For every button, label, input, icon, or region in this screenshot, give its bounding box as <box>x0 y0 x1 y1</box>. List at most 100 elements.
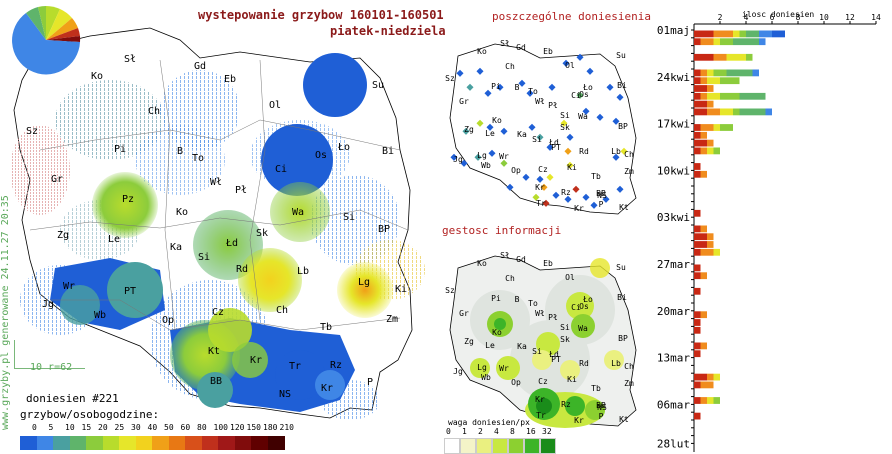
chart-bar-segment <box>765 108 772 116</box>
main-map-region-label: Jg <box>41 299 55 310</box>
report-marker <box>596 113 604 121</box>
legend-value: 80 <box>197 423 207 432</box>
region-label: Wb <box>481 373 491 382</box>
legend-value: 100 <box>213 423 228 432</box>
density-map-title: gestosc informacji <box>442 224 562 237</box>
main-map-region-label: Os <box>314 150 328 161</box>
region-label: Ko <box>477 259 487 268</box>
region-label: Bi <box>617 81 627 90</box>
region-label: Ki <box>567 163 577 172</box>
region-label: PT <box>551 355 561 364</box>
chart-bar-segment <box>759 30 772 38</box>
chart-bar-segment <box>707 100 714 108</box>
chart-bar-segment <box>694 397 701 404</box>
chart-bar-segment <box>713 397 720 404</box>
legend-swatch <box>102 436 120 450</box>
chart-y-label: 17kwi <box>657 118 690 131</box>
legend-swatch <box>251 436 268 450</box>
region-label: Lb <box>611 147 621 156</box>
chart-bar-segment <box>694 163 701 170</box>
chart-bar-segment <box>707 397 714 404</box>
chart-bar-segment <box>707 85 714 92</box>
report-marker <box>546 143 554 151</box>
chart-bar-segment <box>772 30 785 38</box>
region-label: Sł <box>500 251 510 260</box>
region-label: Ło <box>583 83 593 92</box>
main-map-region-label: Tb <box>319 322 333 333</box>
region-label: Kr <box>535 183 545 192</box>
main-map-region-label: Su <box>371 80 385 91</box>
region-label: Wb <box>481 161 491 170</box>
legend-swatch <box>53 436 70 450</box>
legend-value: 120 <box>230 423 245 432</box>
chart-bar-segment <box>700 397 707 404</box>
region-label: P <box>598 200 604 209</box>
report-marker <box>462 127 470 135</box>
region-label: Wr <box>499 364 509 373</box>
chart-bar-segment <box>700 170 707 178</box>
main-map-region-label: Pi <box>113 144 127 155</box>
chart-bar-segment <box>700 69 707 77</box>
chart-bar-segment <box>700 124 714 131</box>
chart-y-label: 24kwi <box>657 71 690 84</box>
map-subtitle: piatek-niedziela <box>330 24 446 38</box>
main-map-region-label: Wr <box>62 281 76 292</box>
chart-bar-segment <box>707 233 714 241</box>
report-marker <box>576 53 584 61</box>
region-label: Wł <box>535 309 545 318</box>
main-map-region-label: Gr <box>50 174 64 185</box>
chart-tick-label: 10 <box>819 13 829 22</box>
region-label: Zm <box>624 167 634 176</box>
region-label: Op <box>511 378 521 387</box>
chart-bar-segment <box>707 139 714 147</box>
region-label: Cz <box>538 165 548 174</box>
region-label: PT <box>551 143 561 152</box>
legend-value: 40 <box>147 423 158 432</box>
main-map-region-label: Si <box>197 252 211 263</box>
chart-bar-segment <box>746 30 759 38</box>
main-map-region-label: Ch <box>147 106 161 117</box>
region-label: Ol <box>565 273 575 282</box>
chart-bar-segment <box>694 77 701 85</box>
chart-bar-segment <box>713 147 720 155</box>
region-label: Os <box>579 90 589 99</box>
region-label: Tb <box>591 172 601 181</box>
region-label: B <box>514 295 520 304</box>
legend-value: 180 <box>263 423 278 432</box>
chart-bar-segment <box>694 373 707 381</box>
report-marker <box>572 185 580 193</box>
chart-bar-segment <box>707 69 714 77</box>
chart-tick-label: 6 <box>770 13 775 22</box>
report-marker <box>616 185 624 193</box>
report-marker <box>486 123 494 131</box>
region-label: Tb <box>591 384 601 393</box>
legend-value: 25 <box>114 423 125 432</box>
reports-map <box>449 43 637 215</box>
legend-swatch <box>36 436 54 450</box>
region-label: BB <box>596 401 606 410</box>
main-map-region-label: Ka <box>169 242 183 253</box>
region-label: Ch <box>505 274 515 283</box>
legend-value: 10 <box>65 423 75 432</box>
report-marker <box>536 133 544 141</box>
region-label: BB <box>596 189 606 198</box>
main-map-region-label: Tr <box>288 361 302 372</box>
chart-bar-segment <box>694 209 701 217</box>
density-legend-value: 1 <box>462 427 467 436</box>
main-map-region-label: Sz <box>25 126 39 137</box>
main-map-region-label: Wł <box>209 177 223 188</box>
map-title: wystepowanie grzybow 160101-160501 <box>198 8 444 22</box>
region-label: Ki <box>567 375 577 384</box>
chart-tick-label: 8 <box>796 13 801 22</box>
chart-bar-segment <box>707 373 714 381</box>
chart-tick-label: 14 <box>871 13 881 22</box>
legend-value: 30 <box>131 423 141 432</box>
main-map-region-label: Ci <box>274 164 288 175</box>
report-marker <box>602 195 610 203</box>
main-map-region-label: Zg <box>56 230 70 241</box>
region-label: Gd <box>516 43 526 52</box>
region-label: Tr <box>536 199 546 208</box>
region-label: Sł <box>500 39 510 48</box>
chart-title: ilosc doniesien <box>742 10 815 19</box>
report-marker <box>476 67 484 75</box>
